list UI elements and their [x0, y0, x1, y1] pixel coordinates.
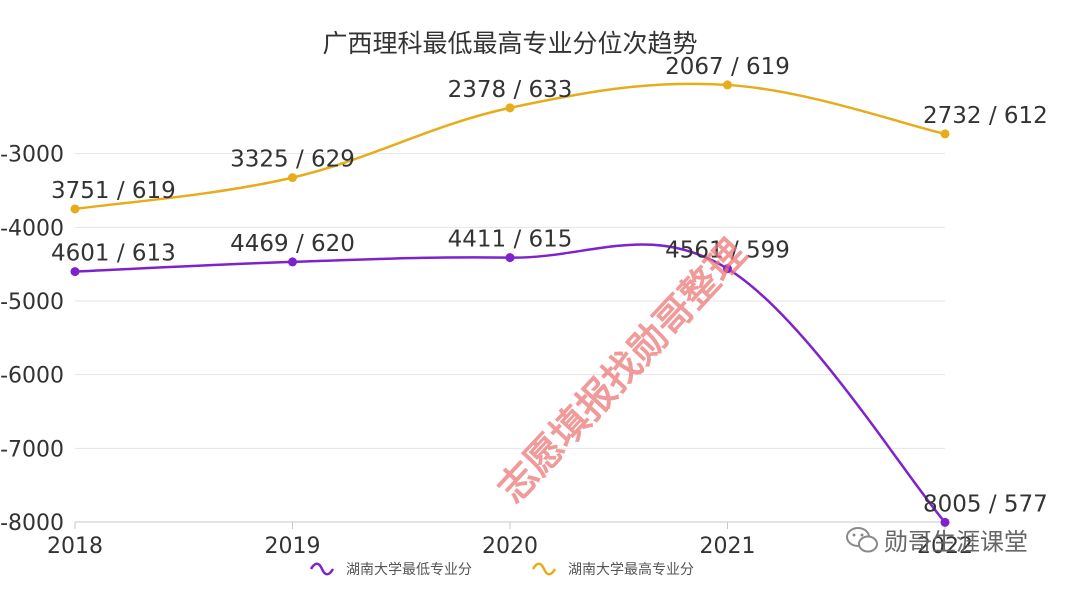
watermark-text: 志愿填报找勋哥整理 [489, 231, 754, 511]
data-point[interactable] [288, 257, 297, 267]
data-point[interactable] [940, 517, 950, 527]
data-label: 4469 / 620 [230, 231, 355, 257]
data-label: 2067 / 619 [665, 54, 790, 80]
x-tick-label: 2020 [482, 534, 538, 559]
data-point[interactable] [940, 129, 950, 139]
series-line-0 [74, 243, 946, 524]
x-tick-label: 2021 [700, 534, 756, 559]
y-tick-label: -5000 [0, 290, 64, 315]
y-tick-label: -7000 [0, 437, 64, 462]
chart-title: 广西理科最低最高专业分位次趋势 [322, 29, 697, 58]
data-label: 4601 / 613 [51, 241, 176, 267]
x-tick-label: 2022 [917, 534, 973, 559]
data-point[interactable] [288, 173, 297, 183]
legend-label: 湖南大学最低专业分 [346, 562, 472, 578]
series-layer [70, 80, 950, 527]
data-label: 2732 / 612 [923, 103, 1048, 129]
y-tick-label: -3000 [0, 143, 64, 168]
x-tick-label: 2019 [265, 534, 321, 559]
legend-item-1[interactable]: 湖南大学最高专业分 [531, 561, 694, 578]
data-point[interactable] [723, 264, 732, 274]
data-label: 3751 / 619 [51, 178, 176, 204]
data-label: 8005 / 577 [923, 491, 1048, 517]
data-label: 4411 / 615 [448, 227, 573, 253]
legend[interactable]: 湖南大学最低专业分 湖南大学最高专业分 [309, 561, 694, 578]
x-axis: 2018 2019 2020 2021 2022 [47, 522, 973, 559]
data-point[interactable] [723, 80, 732, 90]
data-point[interactable] [70, 204, 80, 214]
y-tick-label: -4000 [0, 216, 64, 241]
data-label: 3325 / 629 [230, 147, 355, 173]
data-point[interactable] [70, 267, 80, 277]
data-label: 4561 / 599 [665, 238, 790, 264]
wechat-icon [846, 527, 878, 553]
legend-label: 湖南大学最高专业分 [568, 561, 694, 578]
x-tick-label: 2018 [47, 534, 103, 559]
legend-item-0[interactable]: 湖南大学最低专业分 [309, 562, 472, 578]
legend-swatch [531, 562, 557, 576]
data-label: 2378 / 633 [448, 77, 573, 103]
badge-text: 勋哥生涯课堂 [884, 528, 1028, 556]
data-point[interactable] [505, 103, 515, 113]
y-tick-label: -8000 [0, 511, 64, 536]
data-point[interactable] [505, 253, 515, 263]
legend-swatch [309, 562, 335, 576]
data-labels: 4601 / 613 4469 / 620 4411 / 615 4561 / 599… [51, 54, 1048, 517]
y-axis: -3000 -4000 -5000 -6000 -7000 -8000 [0, 143, 64, 536]
watermark: 志愿填报找勋哥整理 [489, 231, 754, 511]
y-tick-label: -6000 [0, 364, 64, 389]
wechat-badge: 勋哥生涯课堂 [846, 527, 1028, 556]
